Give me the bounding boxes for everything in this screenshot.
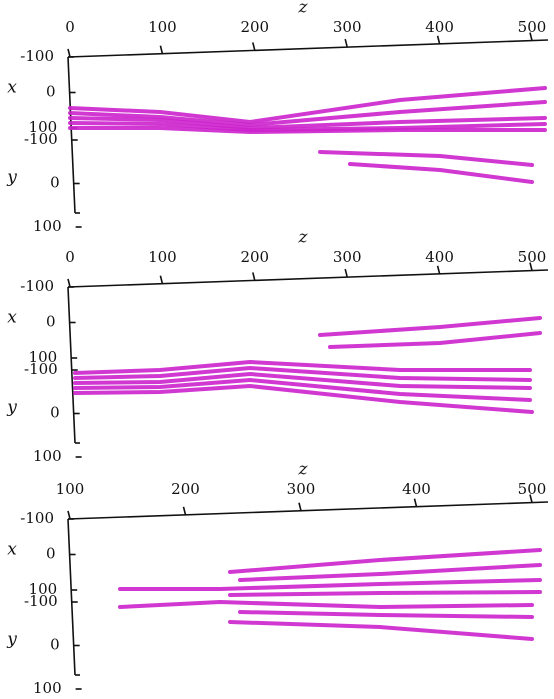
z-tick (436, 265, 441, 275)
z-label: z (298, 228, 309, 248)
z-tick-label: 100 (56, 480, 85, 498)
y-tick-label: -100 (24, 360, 58, 378)
x-label: x (7, 540, 17, 560)
z-label: z (298, 460, 309, 480)
tube (348, 162, 534, 184)
x-tick-label: 0 (46, 313, 56, 331)
vertical-axis (67, 518, 76, 676)
tube (68, 86, 547, 124)
y-tick-label: -100 (24, 592, 58, 610)
y-tick-label: 0 (50, 636, 60, 654)
tube (73, 384, 534, 414)
tube (73, 366, 532, 382)
y-tick-label: 0 (50, 404, 60, 422)
tube (238, 610, 534, 619)
z-axis (67, 39, 549, 58)
x-tick-label: 100 (29, 580, 58, 598)
z-tick-label: 200 (240, 248, 269, 266)
x-tick-label: 0 (46, 545, 56, 563)
tube (118, 578, 542, 591)
x-label: x (7, 78, 17, 98)
z-tick (344, 38, 348, 48)
tube (228, 548, 542, 574)
z-tick-label: 500 (518, 18, 547, 36)
x-tick-label: 100 (29, 348, 58, 366)
z-tick (67, 278, 71, 288)
z-tick (159, 275, 164, 284)
tube (318, 316, 542, 337)
x-label: x (7, 308, 17, 328)
z-tick (182, 506, 187, 516)
tube (118, 600, 534, 609)
z-axis (67, 269, 549, 288)
z-tick-label: 500 (518, 248, 547, 266)
tube (68, 100, 547, 127)
z-label: z (298, 0, 309, 18)
y-label: y (6, 168, 17, 188)
tube (228, 590, 542, 597)
tube (238, 563, 542, 582)
z-tick-label: 500 (518, 480, 547, 498)
y-tick-label: 0 (50, 174, 60, 192)
z-tick (413, 498, 418, 507)
x-tick-label: 100 (29, 118, 58, 136)
tube (328, 331, 542, 349)
z-tick (252, 42, 256, 51)
z-tick-label: 100 (148, 18, 177, 36)
z-tick (252, 272, 256, 281)
tube (228, 620, 534, 641)
y-label: y (6, 630, 17, 650)
tube (68, 126, 547, 134)
z-tick (344, 268, 348, 278)
z-tick-label: 300 (287, 480, 316, 498)
z-tick-label: 0 (65, 248, 75, 266)
z-tick-label: 400 (402, 480, 431, 498)
z-tick (298, 502, 302, 511)
z-tick-label: 200 (240, 18, 269, 36)
z-tick-label: 300 (333, 18, 362, 36)
y-tick-label: -100 (24, 130, 58, 148)
z-axis (67, 501, 549, 520)
tube (73, 360, 532, 375)
x-tick-label: -100 (20, 509, 54, 527)
tube (73, 372, 532, 390)
z-tick-label: 0 (65, 18, 75, 36)
z-tick-label: 100 (148, 248, 177, 266)
x-tick-label: -100 (20, 47, 54, 65)
x-tick-label: 0 (46, 83, 56, 101)
z-tick-label: 200 (171, 480, 200, 498)
vertical-axis (67, 56, 76, 214)
z-tick (67, 48, 71, 58)
tube (318, 150, 534, 167)
z-tick (529, 494, 533, 503)
z-tick-label: 400 (425, 18, 454, 36)
z-tick (529, 32, 533, 41)
x-tick-label: -100 (20, 277, 54, 295)
z-tick (529, 262, 533, 271)
z-tick (67, 510, 71, 520)
z-tick (436, 35, 441, 45)
y-tick-label: 100 (33, 447, 62, 465)
y-tick-label: 100 (33, 679, 62, 697)
y-label: y (6, 398, 17, 418)
y-tick-label: 100 (33, 217, 62, 235)
tube (73, 378, 532, 402)
vertical-axis (67, 286, 76, 444)
z-tick-label: 400 (425, 248, 454, 266)
z-tick (159, 45, 164, 54)
z-tick-label: 300 (333, 248, 362, 266)
